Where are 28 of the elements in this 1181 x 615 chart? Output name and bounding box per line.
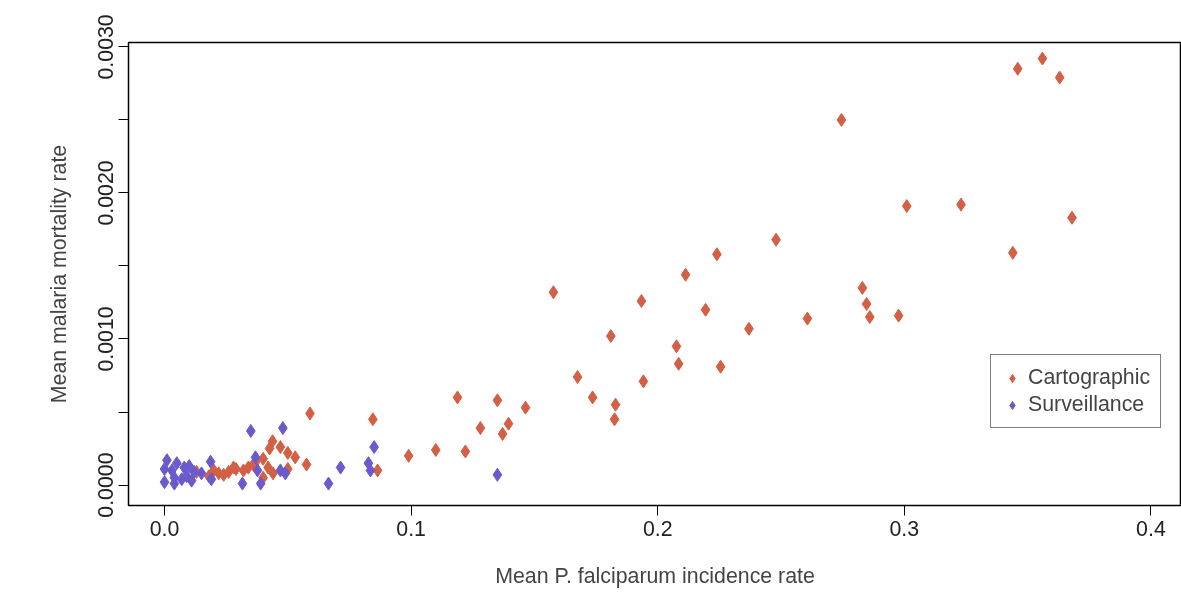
- point: [335, 460, 346, 475]
- y-tick-label: 0.0000: [94, 452, 119, 518]
- x-tick-label: 0.0: [149, 516, 180, 541]
- legend-label: Cartographic: [1028, 365, 1151, 390]
- x-tick-label: 0.2: [642, 516, 673, 541]
- point: [323, 476, 334, 491]
- point: [205, 454, 216, 469]
- point: [280, 466, 291, 481]
- x-tick-label: 0.3: [889, 516, 920, 541]
- y-tick-label: 0.0030: [94, 14, 119, 80]
- y-tick-label: 0.0010: [94, 306, 119, 372]
- point: [365, 463, 376, 478]
- point: [250, 450, 261, 465]
- point: [159, 461, 170, 476]
- point: [181, 469, 192, 484]
- y-axis-title: Mean malaria mortality rate: [46, 144, 71, 404]
- point: [252, 463, 263, 478]
- point: [159, 475, 170, 490]
- point: [255, 476, 266, 491]
- x-tick-label: 0.1: [396, 516, 426, 541]
- point: [237, 476, 248, 491]
- point: [492, 467, 503, 482]
- point: [245, 424, 256, 439]
- x-tick-label: 0.4: [1136, 516, 1166, 541]
- x-axis-title: Mean P. falciparum incidence rate: [495, 563, 815, 588]
- y-tick-label: 0.0020: [94, 160, 119, 226]
- legend-label: Surveillance: [1028, 392, 1145, 417]
- point: [196, 466, 207, 481]
